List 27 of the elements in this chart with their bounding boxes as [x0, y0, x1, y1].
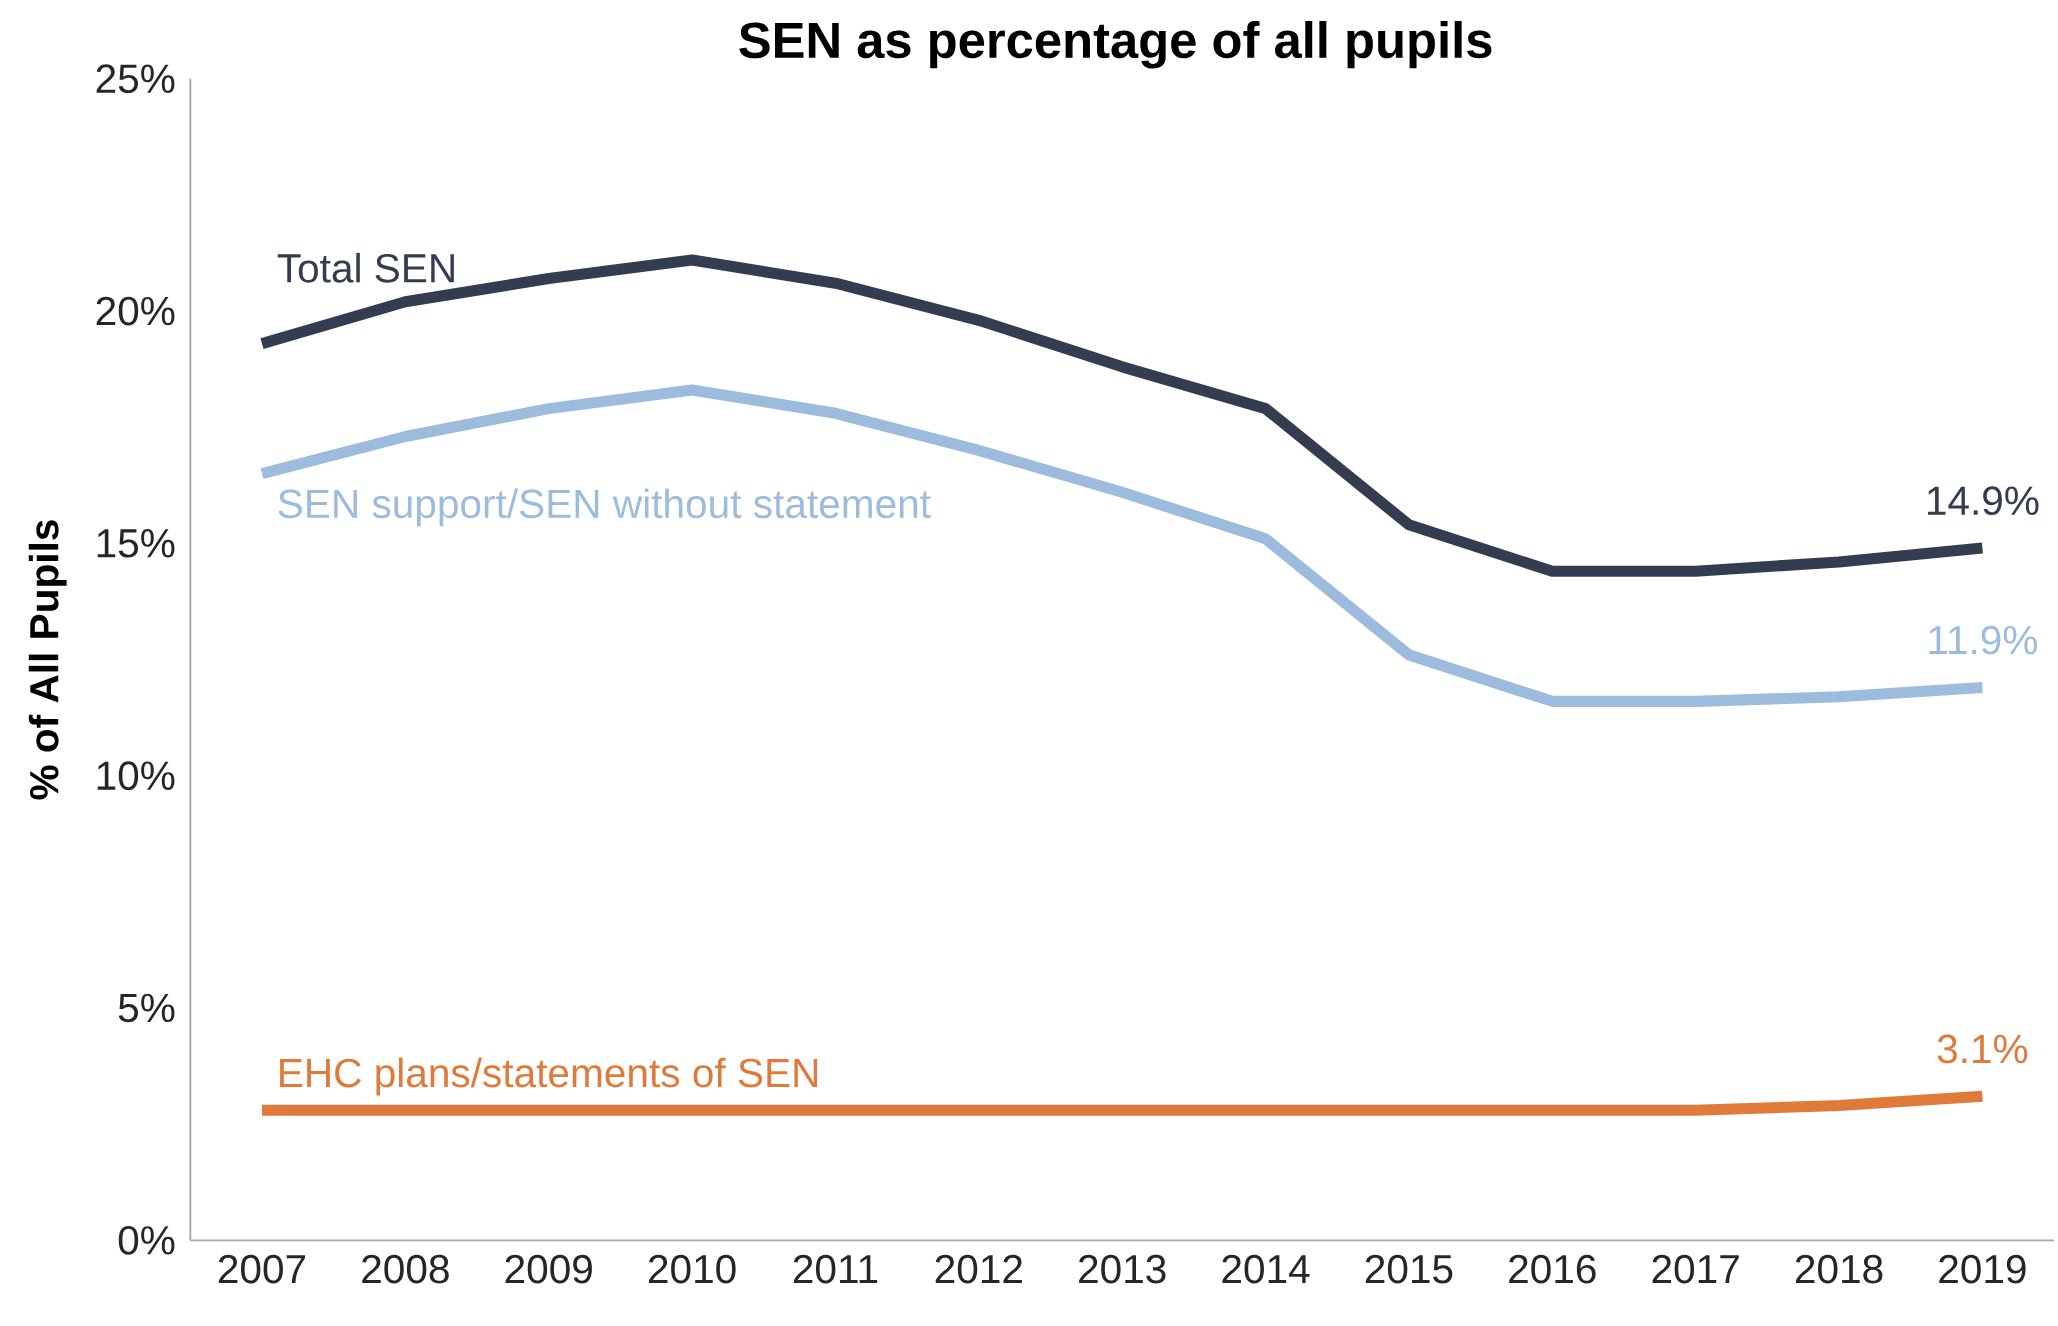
- y-tick-label: 20%: [96, 296, 175, 326]
- x-tick-label: 2019: [1939, 1254, 2026, 1284]
- x-tick-label: 2014: [1222, 1254, 1310, 1284]
- chart-title: SEN as percentage of all pupils: [739, 21, 1492, 69]
- data-label: 14.9%: [1927, 486, 2039, 516]
- x-tick-label: 2012: [935, 1254, 1022, 1284]
- x-tick-label: 2016: [1509, 1254, 1596, 1284]
- x-tick-label: 2015: [1365, 1254, 1453, 1284]
- y-tick-label: 0%: [118, 1226, 175, 1255]
- x-tick-label: 2011: [793, 1254, 878, 1284]
- y-tick-label: 10%: [97, 761, 175, 791]
- series-label: EHC plans/statements of SEN: [280, 1057, 818, 1096]
- series-label: Total SEN: [277, 253, 454, 283]
- y-tick-label: 25%: [96, 64, 175, 94]
- data-label: 11.9%: [1929, 625, 2037, 655]
- data-label: 3.1%: [1937, 1034, 2028, 1064]
- x-tick-label: 2018: [1795, 1254, 1883, 1284]
- y-tick-label: 5%: [118, 993, 175, 1023]
- y-axis-title: % of All Pupils: [28, 520, 67, 800]
- x-tick-label: 2017: [1652, 1254, 1739, 1284]
- x-tick-label: 2013: [1079, 1254, 1166, 1284]
- series-label: SEN support/SEN without statement: [278, 488, 931, 527]
- x-tick-label: 2010: [648, 1254, 736, 1284]
- x-tick-label: 2008: [362, 1254, 449, 1284]
- x-tick-label: 2009: [505, 1254, 592, 1284]
- x-tick-label: 2007: [218, 1254, 306, 1284]
- y-tick-label: 15%: [97, 529, 175, 558]
